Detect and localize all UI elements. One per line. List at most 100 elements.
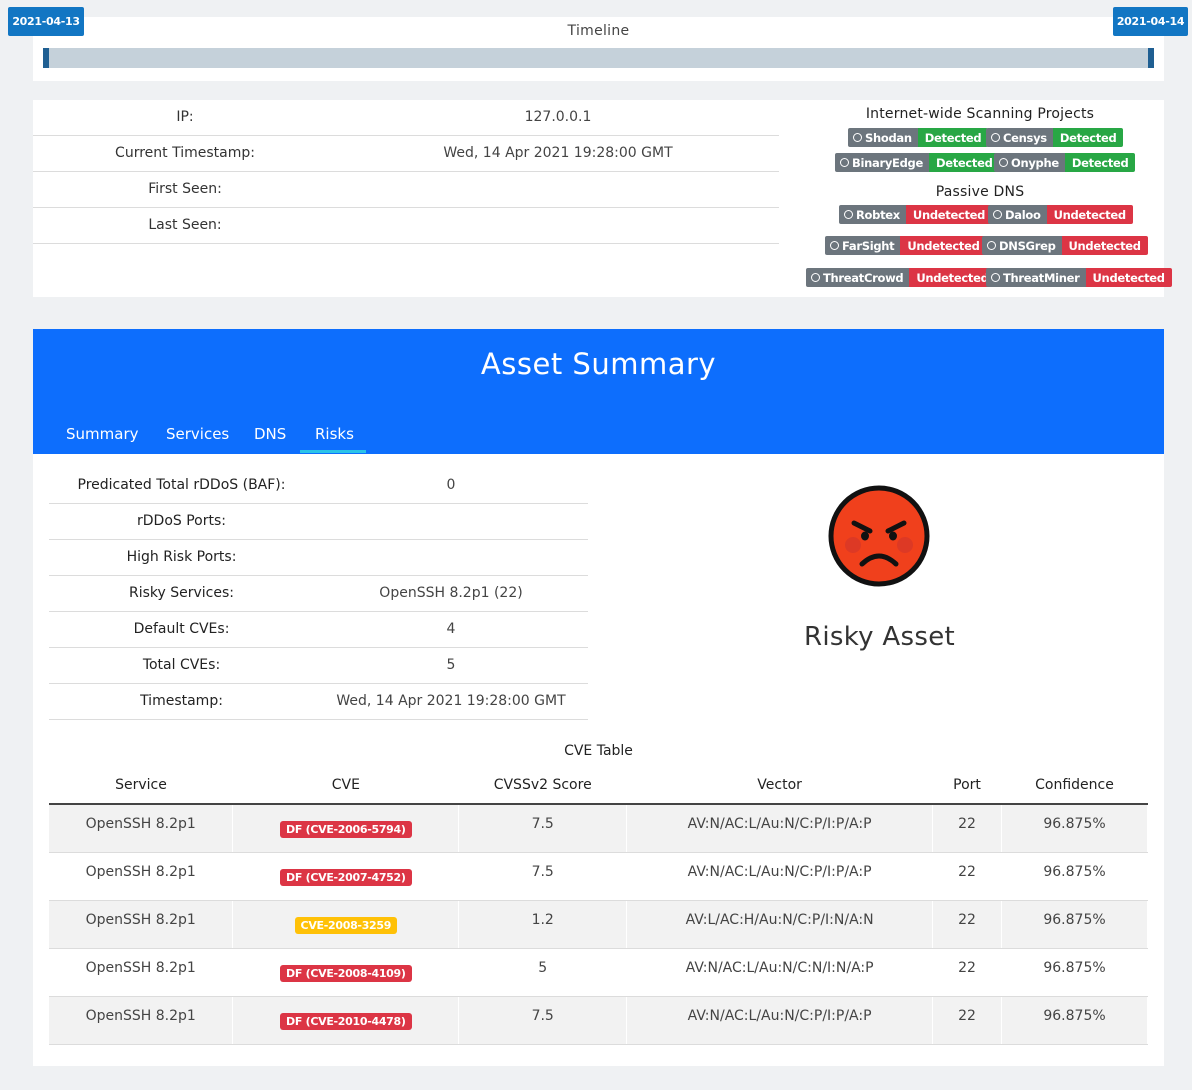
cell-port: 22: [932, 852, 1003, 901]
tag-threatminer[interactable]: ThreatMiner Undetected: [986, 268, 1172, 287]
tag-daloo[interactable]: Daloo Undetected: [988, 205, 1133, 224]
tag-dnsgrep[interactable]: DNSGrep Undetected: [982, 236, 1148, 255]
cell-vector: AV:N/AC:L/Au:N/C:P/I:P/A:P: [626, 996, 934, 1045]
tag-name: Shodan: [865, 130, 912, 145]
cell-service: OpenSSH 8.2p1: [49, 852, 234, 901]
tag-robtex[interactable]: Robtex Undetected: [839, 205, 993, 224]
brain-icon: [991, 133, 1000, 142]
tag-status: Undetected: [1046, 205, 1133, 224]
tag-status: Undetected: [905, 205, 993, 224]
info-value: 127.0.0.1: [524, 109, 592, 125]
brain-icon: [999, 158, 1008, 167]
col-port[interactable]: Port: [932, 767, 1002, 805]
asset-summary-title: Asset Summary: [480, 347, 717, 381]
info-row-first-seen: First Seen:: [33, 172, 779, 208]
tag-name: Daloo: [1005, 207, 1041, 222]
col-vector[interactable]: Vector: [626, 767, 933, 805]
risk-label: High Risk Ports:: [126, 549, 237, 565]
tag-status: Detected: [1064, 153, 1136, 172]
tag-name: DNSGrep: [999, 238, 1056, 253]
col-cve[interactable]: CVE: [232, 767, 459, 805]
brain-icon: [991, 273, 1000, 282]
timeline-start-date: 2021-04-13: [8, 7, 84, 36]
tab-dns[interactable]: DNS: [254, 425, 287, 443]
timeline-slider[interactable]: [43, 48, 1154, 68]
host-info-card: IP: 127.0.0.1 Current Timestamp: Wed, 14…: [33, 100, 1172, 297]
tag-name: BinaryEdge: [852, 155, 923, 170]
risk-row-rddos-ports: rDDoS Ports:: [49, 504, 588, 540]
cell-port: 22: [932, 948, 1003, 997]
info-row-last-seen: Last Seen:: [33, 208, 779, 244]
risk-label: rDDoS Ports:: [137, 513, 226, 529]
cve-badge[interactable]: CVE-2008-3259: [294, 916, 398, 934]
risk-value: Wed, 14 Apr 2021 19:28:00 GMT: [336, 693, 566, 709]
risk-label: Timestamp:: [140, 693, 223, 709]
risk-verdict: Risky Asset: [804, 622, 955, 652]
tag-name: ThreatCrowd: [823, 270, 904, 285]
cell-score: 5: [458, 948, 628, 997]
passive-dns-heading: Passive DNS: [935, 184, 1025, 200]
cve-table-title: CVE Table: [564, 743, 633, 759]
risk-row-high-risk-ports: High Risk Ports:: [49, 540, 588, 576]
tag-name: FarSight: [842, 238, 895, 253]
tag-name: Robtex: [856, 207, 900, 222]
brain-icon: [811, 273, 820, 282]
tab-services[interactable]: Services: [166, 425, 230, 443]
table-row: OpenSSH 8.2p1 DF (CVE-2006-5794) 7.5 AV:…: [49, 804, 1148, 853]
cell-score: 7.5: [458, 852, 628, 901]
tag-binaryedge[interactable]: BinaryEdge Detected: [835, 153, 1000, 172]
tag-shodan[interactable]: Shodan Detected: [848, 128, 989, 147]
cell-confidence: 96.875%: [1001, 900, 1148, 949]
tag-threatcrowd[interactable]: ThreatCrowd Undetected: [806, 268, 996, 287]
cve-badge[interactable]: DF (CVE-2010-4478): [280, 1012, 412, 1030]
brain-icon: [993, 210, 1002, 219]
info-value: Wed, 14 Apr 2021 19:28:00 GMT: [443, 145, 673, 161]
cve-badge[interactable]: DF (CVE-2006-5794): [280, 821, 412, 838]
cell-port: 22: [932, 804, 1003, 853]
cell-vector: AV:N/AC:L/Au:N/C:P/I:P/A:P: [626, 804, 934, 853]
col-confidence[interactable]: Confidence: [1001, 767, 1148, 805]
col-cvss-score[interactable]: CVSSv2 Score: [458, 767, 627, 805]
cell-port: 22: [932, 996, 1003, 1045]
risk-value: OpenSSH 8.2p1 (22): [379, 585, 523, 601]
cell-vector: AV:N/AC:L/Au:N/C:N/I:N/A:P: [626, 948, 934, 997]
col-service[interactable]: Service: [49, 767, 233, 805]
risk-value: 5: [446, 657, 456, 673]
tag-name: ThreatMiner: [1003, 270, 1080, 285]
cell-cve: DF (CVE-2006-5794): [232, 804, 460, 853]
cell-cve: DF (CVE-2007-4752): [232, 852, 460, 901]
brain-icon: [830, 241, 839, 250]
cell-cve: DF (CVE-2008-4109): [232, 948, 460, 997]
cell-cve: CVE-2008-3259: [232, 900, 460, 949]
tag-onyphe[interactable]: Onyphe Detected: [994, 153, 1136, 172]
info-label: Current Timestamp:: [115, 145, 255, 161]
cell-service: OpenSSH 8.2p1: [49, 900, 234, 949]
cell-score: 7.5: [458, 804, 628, 853]
brain-icon: [844, 210, 853, 219]
cve-badge[interactable]: DF (CVE-2007-4752): [280, 868, 412, 886]
cve-badge[interactable]: DF (CVE-2008-4109): [280, 964, 412, 982]
brain-icon: [840, 158, 849, 167]
tag-censys[interactable]: Censys Detected: [986, 128, 1124, 147]
tag-farsight[interactable]: FarSight Undetected: [825, 236, 987, 255]
cell-vector: AV:L/AC:H/Au:N/C:P/I:N/A:N: [626, 900, 934, 949]
risk-row-default-cves: Default CVEs: 4: [49, 612, 588, 648]
cell-confidence: 96.875%: [1001, 852, 1148, 901]
timeline-end-date: 2021-04-14: [1113, 7, 1188, 36]
tab-summary[interactable]: Summary: [66, 425, 139, 443]
info-label: IP:: [176, 109, 194, 125]
info-label: Last Seen:: [148, 217, 222, 233]
timeline-card: Timeline: [33, 17, 1164, 81]
cell-score: 7.5: [458, 996, 628, 1045]
table-row: OpenSSH 8.2p1 DF (CVE-2007-4752) 7.5 AV:…: [49, 852, 1148, 901]
cell-confidence: 96.875%: [1001, 804, 1148, 853]
tag-status: Detected: [928, 153, 1000, 172]
tab-risks[interactable]: Risks: [315, 425, 354, 443]
brain-icon: [853, 133, 862, 142]
info-label: First Seen:: [148, 181, 222, 197]
cell-service: OpenSSH 8.2p1: [49, 804, 234, 853]
tag-status: Undetected: [900, 236, 987, 255]
risk-row-risky-services: Risky Services: OpenSSH 8.2p1 (22): [49, 576, 588, 612]
risk-label: Predicated Total rDDoS (BAF):: [77, 477, 286, 493]
risk-row-timestamp: Timestamp: Wed, 14 Apr 2021 19:28:00 GMT: [49, 684, 588, 720]
